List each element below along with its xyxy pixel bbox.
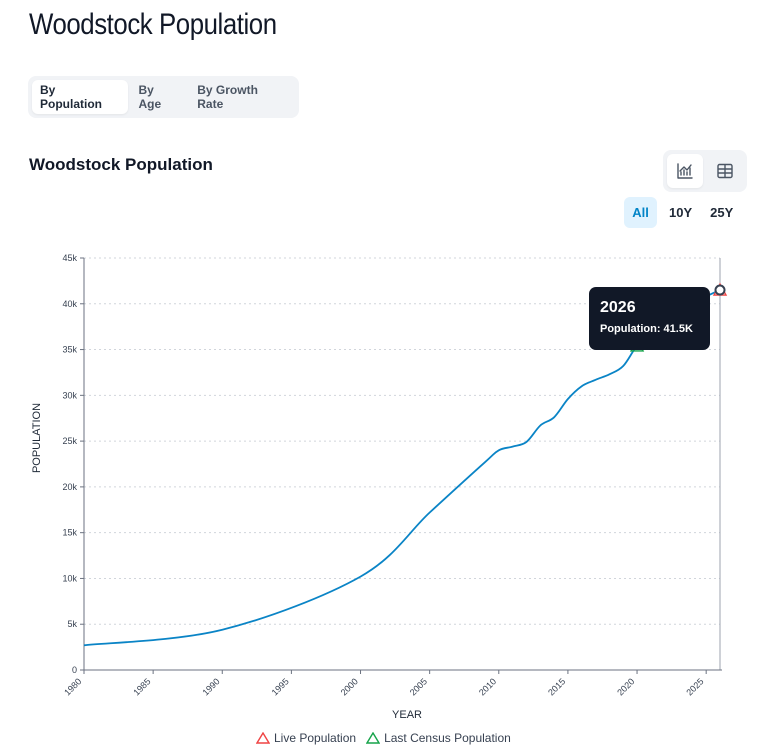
x-tick-label: 2015 <box>546 676 567 697</box>
y-tick-label: 20k <box>62 482 77 492</box>
tooltip-population: Population: 41.5K <box>600 323 693 335</box>
x-tick-label: 2000 <box>339 676 360 697</box>
x-tick-label: 2020 <box>615 676 636 697</box>
y-tick-label: 35k <box>62 345 77 355</box>
chart-title: Woodstock Population <box>29 155 213 174</box>
range-10y-button[interactable]: 10Y <box>669 205 693 220</box>
x-tick-label: 2010 <box>477 676 498 697</box>
legend-live-label: Live Population <box>274 731 357 745</box>
tooltip-year: 2026 <box>600 299 636 316</box>
chart-legend: Live Population Last Census Population <box>256 731 511 745</box>
line-chart-icon <box>677 163 693 179</box>
legend-live-population[interactable]: Live Population <box>256 731 356 745</box>
tab-by-age[interactable]: By Age <box>138 83 162 111</box>
active-point <box>714 284 726 296</box>
time-range-buttons: All 10Y 25Y <box>624 197 739 228</box>
y-tick-label: 30k <box>62 390 77 400</box>
x-tick-label: 1990 <box>200 676 221 697</box>
x-axis-label: YEAR <box>392 709 422 721</box>
y-tick-label: 45k <box>62 253 77 263</box>
x-tick-label: 1995 <box>270 676 291 697</box>
population-chart: 0 5k 10k 15k 20k 25k 30k 35k 40k 45k 1980 1985 1990 1… <box>31 253 728 721</box>
y-tick-label: 40k <box>62 299 77 309</box>
legend-census-population[interactable]: Last Census Population <box>366 731 511 745</box>
y-tick-label: 15k <box>62 528 77 538</box>
triangle-icon <box>366 732 381 744</box>
x-tick-label: 1980 <box>62 676 83 697</box>
y-tick-label: 10k <box>62 573 77 583</box>
range-25y-button[interactable]: 25Y <box>710 205 734 220</box>
chart-view-button[interactable] <box>667 154 703 188</box>
tab-by-growth-rate[interactable]: By Growth Rate <box>197 83 258 111</box>
table-grid-icon <box>717 163 733 179</box>
x-tick-label: 2025 <box>684 676 705 697</box>
legend-census-label: Last Census Population <box>384 731 511 745</box>
view-tabs: By Population By Age By Growth Rate <box>28 76 299 118</box>
x-tick-label: 2005 <box>408 676 429 697</box>
triangle-icon <box>256 732 270 744</box>
y-tick-label: 25k <box>62 436 77 446</box>
range-all-button[interactable]: All <box>624 197 657 228</box>
tab-by-population[interactable]: By Population <box>32 80 129 114</box>
axes <box>80 257 722 674</box>
y-tick-label: 5k <box>67 619 77 629</box>
view-toggle <box>663 150 747 192</box>
y-axis-label: POPULATION <box>31 403 43 473</box>
table-view-button[interactable] <box>707 154 743 188</box>
page-title: Woodstock Population <box>29 8 277 41</box>
y-tick-label: 0 <box>72 665 77 675</box>
data-tooltip: 2026 Population: 41.5K <box>589 287 710 350</box>
x-tick-label: 1985 <box>131 676 152 697</box>
